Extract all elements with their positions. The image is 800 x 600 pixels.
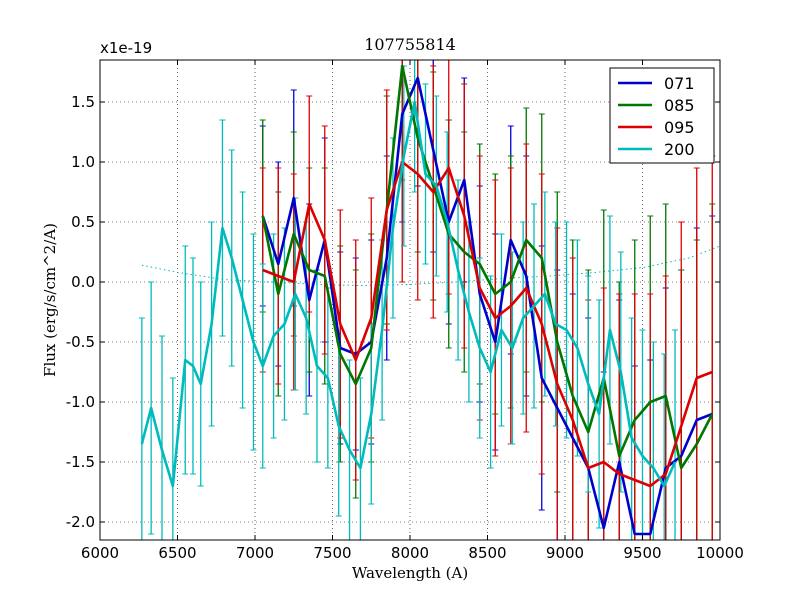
y-tick-label: 1.5 [71,93,95,111]
y-tick-label: -1.0 [66,393,95,411]
y-tick-label: -1.5 [66,453,95,471]
x-tick-label: 8500 [468,544,506,562]
axis-ticks: 6000 6500 7000 7500 8000 8500 9000 9500 10000 -2.… [66,60,744,562]
y-tick-label: -2.0 [66,513,95,531]
series-line-200 [140,100,677,488]
x-axis-label: Wavelength (A) [352,564,468,582]
legend-label-085: 085 [664,96,695,115]
legend-label-071: 071 [664,74,695,93]
scale-label: x1e-19 [100,39,152,57]
x-tick-label: 8000 [391,544,429,562]
legend: 071 085 095 200 [609,67,715,164]
legend-box [609,67,715,164]
y-tick-label: 0.0 [71,273,95,291]
series-line-071 [261,76,713,536]
chart-title: 107755814 [364,35,456,54]
x-tick-label: 7000 [236,544,274,562]
x-tick-label: 6000 [81,544,119,562]
series-lines [140,64,714,536]
x-tick-label: 7500 [313,544,351,562]
x-tick-label: 10000 [696,544,744,562]
x-tick-label: 9500 [623,544,661,562]
x-tick-label: 6500 [158,544,196,562]
legend-label-095: 095 [664,118,695,137]
x-tick-label: 9000 [546,544,584,562]
y-tick-label: 1.0 [71,153,95,171]
series-line-085 [261,64,714,470]
y-axis-label: Flux (erg/s/cm^2/A) [41,223,59,377]
y-tick-label: -0.5 [66,333,95,351]
series-line-095 [262,160,713,488]
y-tick-label: 0.5 [71,213,95,231]
legend-label-200: 200 [664,140,695,159]
